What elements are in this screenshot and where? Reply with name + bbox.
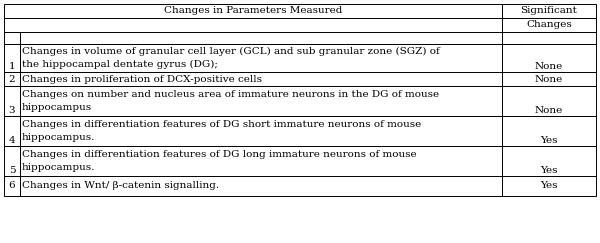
Bar [502,4,596,18]
Text: 5: 5 [8,166,16,175]
Text: Yes: Yes [540,166,558,175]
Bar [502,116,596,146]
Bar [4,176,20,196]
Bar [20,176,502,196]
Bar [502,32,596,44]
Bar [4,86,20,116]
Text: Changes in volume of granular cell layer (GCL) and sub granular zone (SGZ) of: Changes in volume of granular cell layer… [22,47,440,56]
Bar [20,146,502,176]
Text: Changes in Wnt/ β-catenin signalling.: Changes in Wnt/ β-catenin signalling. [22,182,219,191]
Text: the hippocampal dentate gyrus (DG);: the hippocampal dentate gyrus (DG); [22,60,218,69]
Bar [20,32,502,44]
Bar [502,72,596,86]
Bar [20,72,502,86]
Text: 6: 6 [8,182,16,191]
Bar [502,44,596,72]
Bar [4,116,20,146]
Text: hippocampus: hippocampus [22,103,92,112]
Bar [502,146,596,176]
Text: Changes on number and nucleus area of immature neurons in the DG of mouse: Changes on number and nucleus area of im… [22,90,439,99]
Text: None: None [535,75,563,84]
Text: 2: 2 [8,75,16,84]
Text: Changes in differentiation features of DG short immature neurons of mouse: Changes in differentiation features of D… [22,120,421,129]
Bar [20,86,502,116]
Bar [502,18,596,32]
Bar [4,72,20,86]
Bar [4,146,20,176]
Bar [4,4,502,18]
Text: Yes: Yes [540,182,558,191]
Text: Changes in proliferation of DCX-positive cells: Changes in proliferation of DCX-positive… [22,75,262,84]
Bar [20,116,502,146]
Text: Changes in Parameters Measured: Changes in Parameters Measured [164,7,342,16]
Bar [502,86,596,116]
Text: Changes in differentiation features of DG long immature neurons of mouse: Changes in differentiation features of D… [22,150,416,159]
Bar [502,176,596,196]
Text: None: None [535,62,563,71]
Text: hippocampus.: hippocampus. [22,133,95,142]
Text: 4: 4 [8,136,16,145]
Text: Changes: Changes [526,20,572,29]
Text: 1: 1 [8,62,16,71]
Text: None: None [535,106,563,115]
Text: Yes: Yes [540,136,558,145]
Text: Significant: Significant [521,7,577,16]
Text: 3: 3 [8,106,16,115]
Bar [4,18,502,32]
Bar [4,44,20,72]
Bar [20,44,502,72]
Bar [4,32,20,44]
Text: hippocampus.: hippocampus. [22,163,95,172]
